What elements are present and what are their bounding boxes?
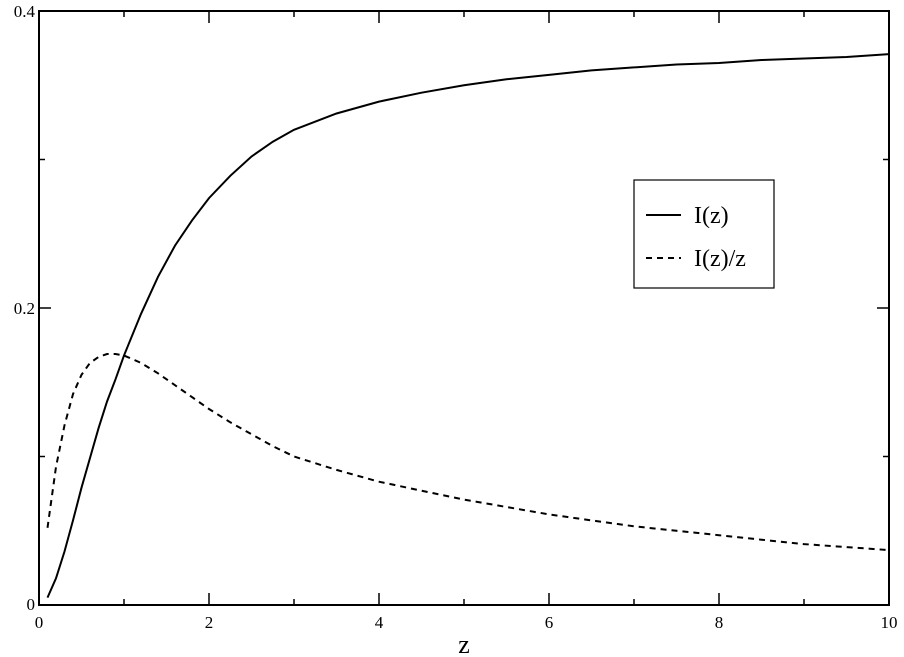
legend-label-iz-over-z: I(z)/z xyxy=(694,246,746,272)
legend-box xyxy=(633,179,775,289)
y-tick-label: 0.2 xyxy=(14,299,35,318)
x-tick-label: 4 xyxy=(375,613,384,632)
plot-frame xyxy=(38,10,890,606)
x-tick-label: 10 xyxy=(881,613,898,632)
ticks-layer xyxy=(38,10,890,606)
legend: I(z) I(z)/z xyxy=(633,179,775,289)
x-tick-label: 0 xyxy=(35,613,44,632)
x-tick-label: 2 xyxy=(205,613,214,632)
legend-label-iz: I(z) xyxy=(694,203,729,229)
y-tick-label: 0.4 xyxy=(14,2,36,21)
x-tick-label: 8 xyxy=(715,613,724,632)
series-line-iz xyxy=(46,53,890,599)
y-tick-label: 0 xyxy=(27,595,36,614)
x-axis-title: z xyxy=(458,630,470,657)
x-tick-label: 6 xyxy=(545,613,554,632)
series-layer xyxy=(46,53,890,599)
tick-labels-layer: 0 2 4 6 8 10 0 0.2 0.4 xyxy=(14,2,898,632)
series-line-iz-over-z xyxy=(46,353,890,552)
